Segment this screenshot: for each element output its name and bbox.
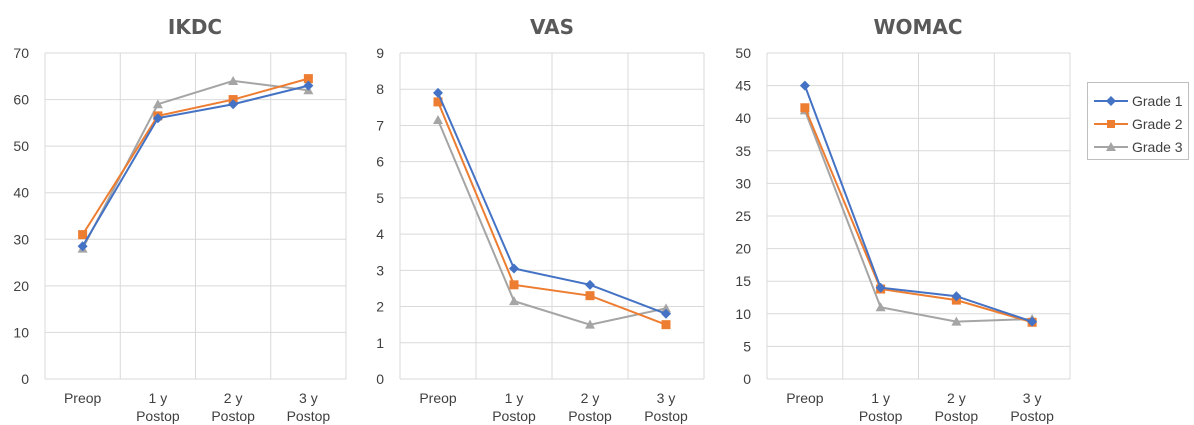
y-tick-label: 40 — [13, 185, 29, 201]
series-line-grade-3 — [803, 110, 1033, 323]
series-line-grade-2 — [81, 77, 309, 236]
data-point-grade-1 — [77, 241, 88, 252]
legend-label: Grade 2 — [1132, 116, 1183, 132]
data-point-grade-2 — [585, 291, 595, 301]
x-tick-label: 3 y Postop — [1010, 390, 1054, 424]
data-point-grade-3 — [152, 99, 163, 109]
series-line-grade-1 — [437, 92, 667, 315]
y-tick-label: 30 — [13, 231, 29, 247]
y-tick-label: 0 — [376, 371, 384, 387]
y-tick-label: 7 — [376, 117, 384, 133]
y-tick-label: 5 — [743, 338, 751, 354]
data-point-grade-2 — [303, 74, 313, 84]
legend-label: Grade 1 — [1132, 93, 1183, 109]
y-tick-label: 5 — [376, 190, 384, 206]
data-point-grade-1 — [228, 99, 239, 110]
y-tick-label: 50 — [735, 45, 751, 61]
y-tick-label: 35 — [735, 143, 751, 159]
x-tick-label: 2 y Postop — [568, 390, 612, 424]
series-line-grade-1 — [803, 85, 1033, 323]
x-tick-label: 2 y Postop — [211, 390, 255, 424]
series-grade-2-vas — [433, 97, 671, 330]
data-point-grade-2 — [78, 230, 88, 240]
y-tick-label: 60 — [13, 92, 29, 108]
y-tick-label: 20 — [735, 241, 751, 257]
series-line-grade-1 — [81, 84, 309, 247]
chart-title-womac: WOMAC — [873, 15, 962, 39]
x-tick-label: Preop — [786, 390, 824, 406]
y-tick-label: 70 — [13, 45, 29, 61]
x-tick-label: 1 y Postop — [859, 390, 903, 424]
y-tick-label: 10 — [735, 306, 751, 322]
series-line-grade-3 — [437, 119, 667, 326]
legend-label: Grade 3 — [1132, 139, 1183, 155]
data-point-grade-3 — [875, 302, 886, 312]
series-grade-3-vas — [433, 115, 671, 329]
legend: Grade 1 Grade 2 Grade 3 — [1087, 82, 1189, 160]
data-point-grade-1 — [152, 113, 163, 124]
series-line-grade-2 — [437, 101, 667, 326]
legend-item-grade-2: Grade 2 — [1094, 114, 1190, 134]
x-tick-label: Preop — [64, 390, 102, 406]
y-tick-label: 0 — [21, 371, 29, 387]
y-tick-label: 20 — [13, 278, 29, 294]
y-tick-label: 1 — [376, 335, 384, 351]
y-tick-label: 15 — [735, 273, 751, 289]
y-tick-label: 2 — [376, 299, 384, 315]
y-tick-label: 6 — [376, 154, 384, 170]
x-tick-label: Preop — [419, 390, 457, 406]
data-point-grade-1 — [585, 279, 595, 290]
series-grade-1-womac — [799, 80, 1038, 327]
chart-title-vas: VAS — [530, 15, 574, 39]
y-tick-label: 3 — [376, 262, 384, 278]
data-point-grade-2 — [661, 320, 671, 330]
y-tick-label: 0 — [743, 371, 751, 387]
legend-item-grade-1: Grade 1 — [1094, 91, 1190, 111]
data-point-grade-2 — [800, 103, 810, 113]
x-tick-label: 1 y Postop — [136, 390, 180, 424]
data-point-grade-3 — [661, 303, 671, 313]
data-point-grade-2 — [433, 97, 443, 107]
series-grade-1-vas — [433, 87, 671, 319]
x-tick-label: 1 y Postop — [492, 390, 536, 424]
data-point-grade-3 — [228, 75, 239, 85]
data-point-grade-1 — [509, 263, 519, 274]
legend-item-grade-3: Grade 3 — [1094, 137, 1190, 157]
series-line-grade-2 — [803, 107, 1033, 324]
data-point-grade-1 — [303, 80, 314, 91]
data-point-grade-1 — [875, 282, 886, 293]
x-tick-label: 2 y Postop — [935, 390, 979, 424]
chart-womac: WOMAC 0 5 10 15 20 25 30 35 40 45 50 Preop 1 y Postop 2… — [735, 15, 1071, 424]
x-tick-label: 3 y Postop — [287, 390, 331, 424]
legend-marker-triangle-icon — [1094, 142, 1128, 151]
chart-title-ikdc: IKDC — [168, 15, 222, 39]
data-point-grade-1 — [1027, 316, 1038, 327]
x-tick-label: 3 y Postop — [644, 390, 688, 424]
data-point-grade-1 — [799, 80, 810, 91]
y-tick-label: 50 — [13, 138, 29, 154]
y-tick-label: 30 — [735, 175, 751, 191]
series-grade-1-ikdc — [77, 80, 314, 252]
y-tick-label: 40 — [735, 110, 751, 126]
data-point-grade-3 — [433, 115, 443, 125]
legend-marker-diamond-icon — [1094, 96, 1128, 106]
y-tick-label: 9 — [376, 45, 384, 61]
chart-ikdc: IKDC 0 10 20 30 40 50 60 70 Preop 1 y Postop 2 y Post… — [13, 15, 347, 424]
data-point-grade-1 — [433, 87, 443, 98]
data-point-grade-3 — [509, 296, 519, 306]
y-tick-label: 8 — [376, 81, 384, 97]
data-point-grade-3 — [951, 316, 962, 326]
data-point-grade-1 — [951, 291, 962, 302]
legend-marker-square-icon — [1094, 120, 1128, 128]
data-point-grade-2 — [509, 280, 519, 290]
y-tick-label: 45 — [735, 78, 751, 94]
y-tick-label: 10 — [13, 324, 29, 340]
y-tick-label: 4 — [376, 226, 384, 242]
data-point-grade-1 — [661, 308, 671, 319]
data-point-grade-3 — [585, 319, 595, 329]
y-tick-label: 25 — [735, 208, 751, 224]
